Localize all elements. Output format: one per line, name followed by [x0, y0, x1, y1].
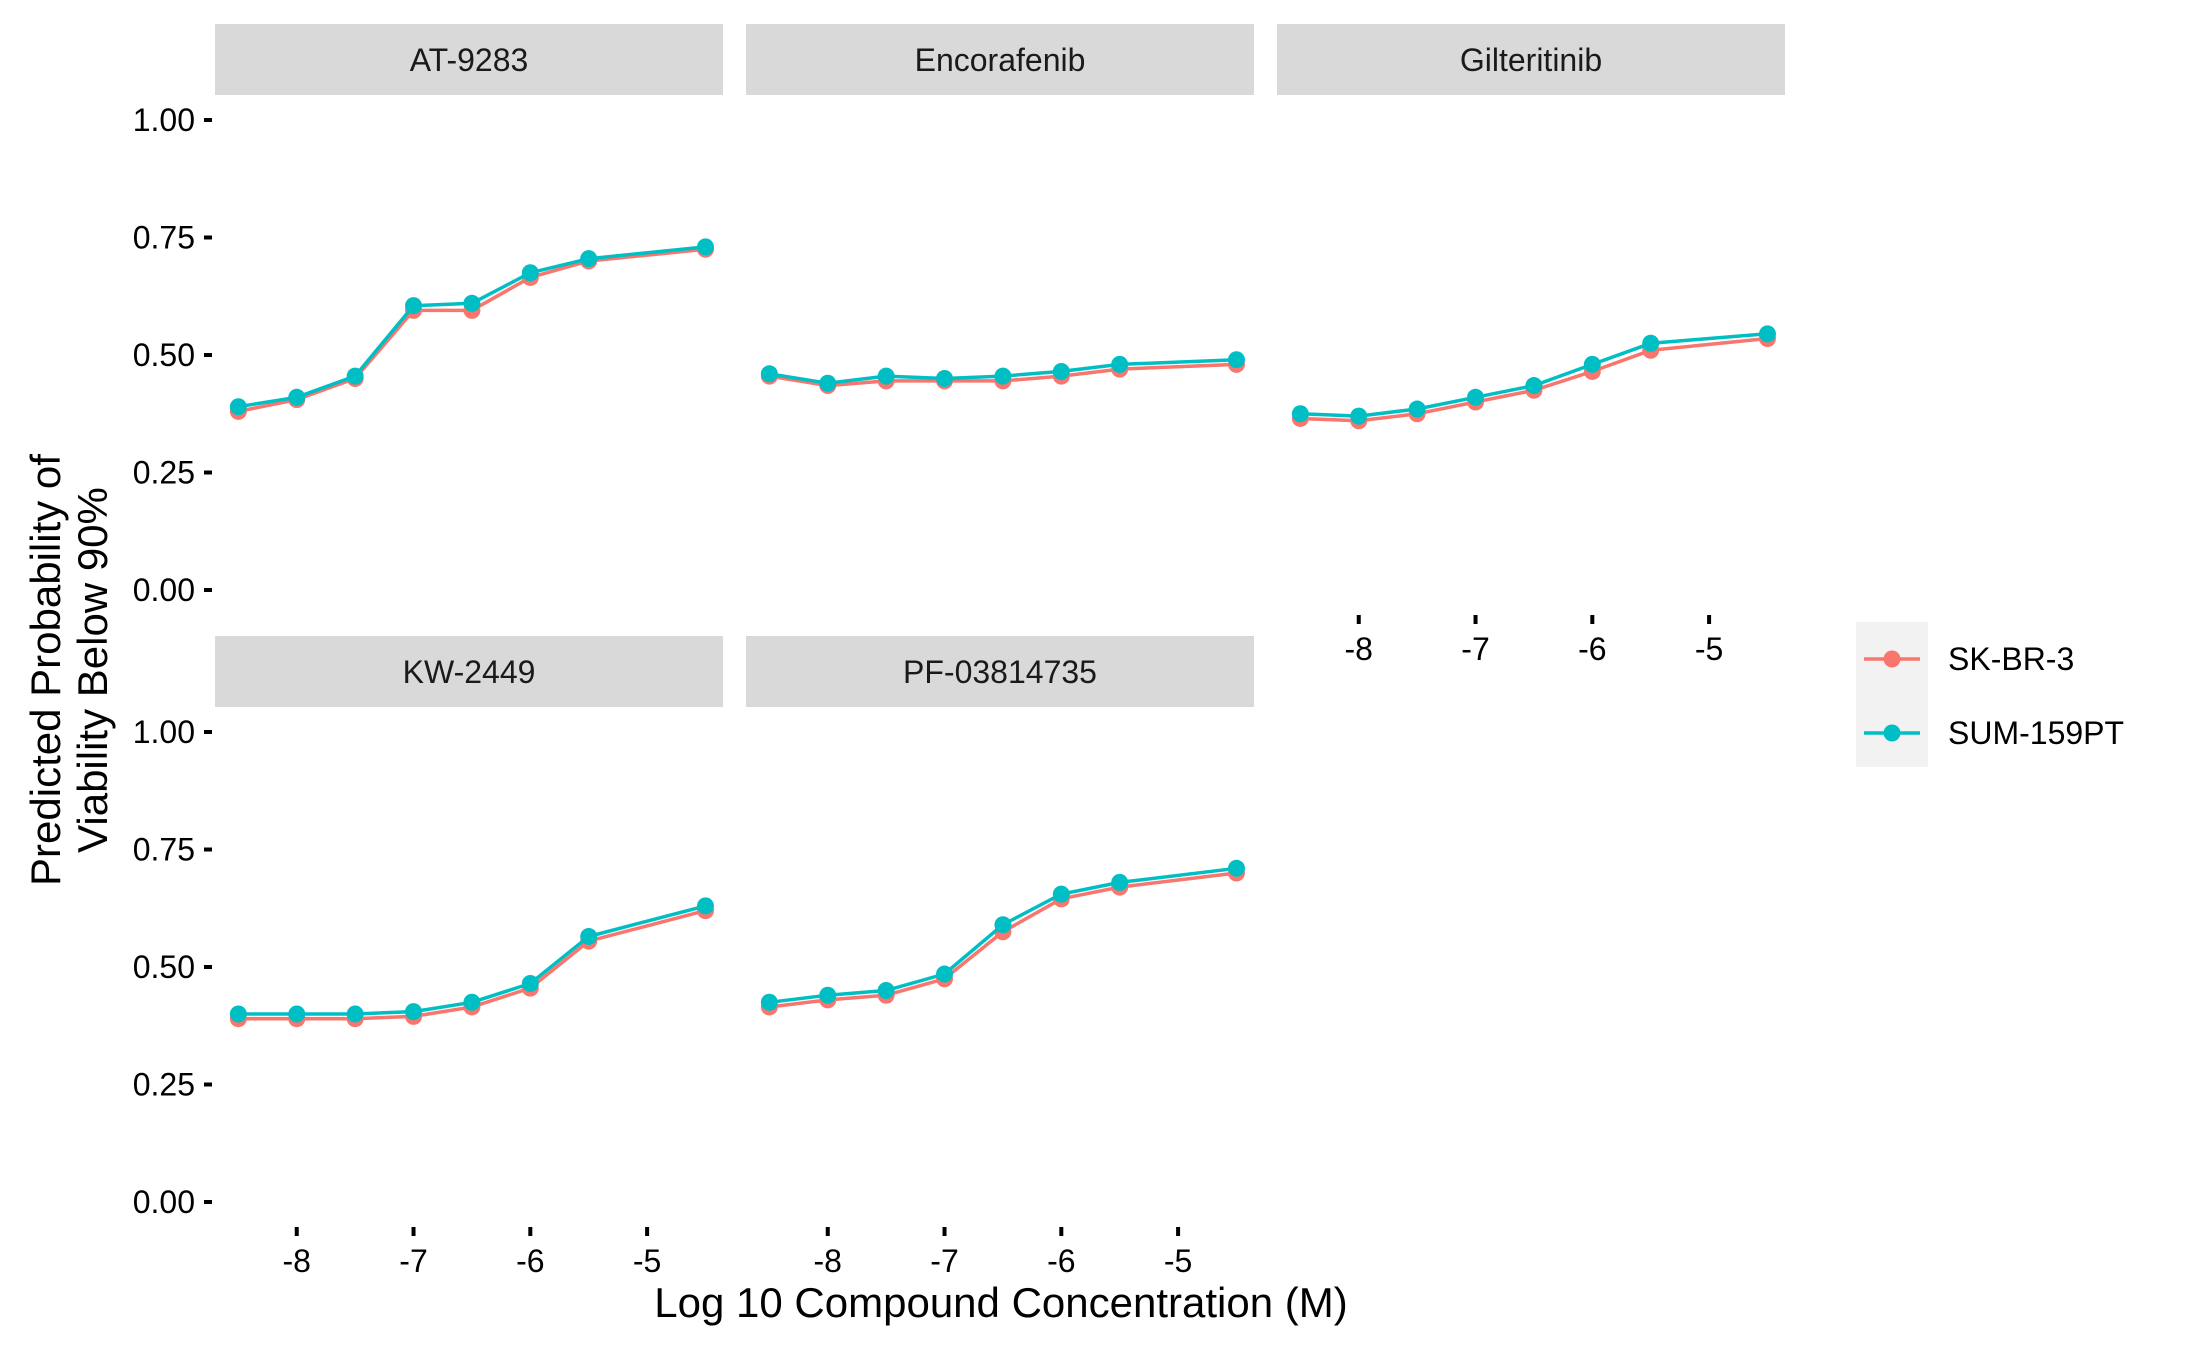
data-point [819, 986, 837, 1004]
facet-strip [1277, 24, 1785, 95]
facet-panel: KW-2449 -8 -7 -6 -5 [215, 636, 723, 1279]
data-point [994, 916, 1012, 934]
data-point [1227, 351, 1245, 369]
series-line [769, 357, 1237, 385]
facet-title: Gilteritinib [1460, 42, 1602, 78]
y-tick-label: 0.50 [133, 949, 195, 985]
data-point [580, 250, 598, 268]
x-tick-label: -6 [1047, 1243, 1075, 1279]
x-tick-label: -5 [633, 1243, 661, 1279]
y-tick-label: 1.00 [133, 714, 195, 750]
facet-title: AT-9283 [410, 42, 529, 78]
x-tick-label: -7 [399, 1243, 427, 1279]
data-point [405, 297, 423, 315]
data-point [1111, 873, 1129, 891]
data-point [760, 365, 778, 383]
data-point [819, 374, 837, 392]
data-point [877, 367, 895, 385]
series-line [238, 904, 706, 1016]
data-point [1408, 400, 1426, 418]
data-point [229, 398, 247, 416]
x-axis-title: Log 10 Compound Concentration (M) [654, 1279, 1347, 1326]
facet-strip [746, 24, 1254, 95]
legend-key-point [1883, 650, 1901, 668]
data-point [1052, 885, 1070, 903]
y-axis-title-line-1: Predicted Probability of [22, 454, 69, 886]
data-point [936, 370, 954, 387]
facet-panel: Encorafenib [746, 24, 1254, 395]
data-point [1350, 407, 1368, 425]
x-tick-label: -6 [1578, 631, 1606, 667]
data-point [463, 294, 481, 312]
data-point [521, 974, 539, 992]
x-tick-label: -7 [930, 1243, 958, 1279]
series-line [238, 245, 706, 409]
data-point [1758, 325, 1776, 343]
facet-strip [215, 24, 723, 95]
data-point [1052, 362, 1070, 380]
data-point [1583, 355, 1601, 373]
facet-strip [215, 636, 723, 707]
data-point [936, 965, 954, 983]
series-line [769, 871, 1237, 1009]
y-tick-label: 0.50 [133, 337, 195, 373]
x-tick-label: -6 [516, 1243, 544, 1279]
data-point [1467, 388, 1485, 406]
x-tick-label: -8 [814, 1243, 842, 1279]
y-tick-label: 0.00 [133, 1184, 195, 1220]
y-tick-label: 0.25 [133, 1067, 195, 1103]
data-point [1291, 405, 1309, 423]
y-tick-label: 0.75 [133, 832, 195, 868]
data-point [1642, 334, 1660, 352]
x-tick-label: -7 [1461, 631, 1489, 667]
y-tick-label: 0.00 [133, 572, 195, 608]
data-point [1525, 377, 1543, 395]
legend: SK-BR-3 SUM-159PT [1856, 622, 2124, 767]
y-tick-label: 1.00 [133, 102, 195, 138]
facet-strip [746, 636, 1254, 707]
x-tick-label: -8 [283, 1243, 311, 1279]
data-point [346, 1005, 364, 1023]
x-tick-label: -8 [1345, 631, 1373, 667]
legend-label: SK-BR-3 [1948, 641, 2074, 677]
data-point [877, 982, 895, 999]
data-point [1111, 355, 1129, 373]
data-point [463, 993, 481, 1011]
legend-key-background [1856, 622, 1928, 767]
data-point [405, 1003, 423, 1021]
series-line [769, 362, 1237, 388]
panels-layer: 0.00 0.25 0.50 0.75 1.00 0.00 0.25 0.50 0.75 1.00… [133, 24, 1785, 1279]
data-point [521, 264, 539, 282]
data-point [229, 1005, 247, 1023]
y-axis-title: Predicted Probability of Viability Below… [22, 454, 116, 886]
legend-key-point [1883, 724, 1901, 742]
y-axis-title-line-2: Viability Below 90% [69, 487, 116, 853]
x-tick-label: -5 [1695, 631, 1723, 667]
data-point [760, 993, 778, 1011]
series-line [238, 247, 706, 414]
facet-panel: Gilteritinib -8 -7 -6 -5 [1277, 24, 1785, 667]
data-point [288, 1005, 306, 1023]
x-tick-label: -5 [1164, 1243, 1192, 1279]
data-point [994, 367, 1012, 385]
series-line [238, 908, 706, 1021]
facet-title: KW-2449 [403, 654, 536, 690]
y-tick-label: 0.75 [133, 220, 195, 256]
data-point [1227, 859, 1245, 877]
data-point [580, 927, 598, 945]
data-point [696, 238, 714, 256]
data-point [346, 367, 364, 385]
data-point [288, 388, 306, 406]
series-line [1300, 336, 1768, 423]
legend-label: SUM-159PT [1948, 715, 2124, 751]
series-line [1300, 332, 1768, 418]
y-tick-label: 0.25 [133, 455, 195, 491]
facet-title: Encorafenib [915, 42, 1086, 78]
facet-title: PF-03814735 [903, 654, 1097, 690]
facet-panel: PF-03814735 -8 -7 -6 -5 [746, 636, 1254, 1279]
series-line [769, 866, 1237, 1005]
facet-panel: AT-9283 [215, 24, 723, 420]
data-point [696, 897, 714, 915]
